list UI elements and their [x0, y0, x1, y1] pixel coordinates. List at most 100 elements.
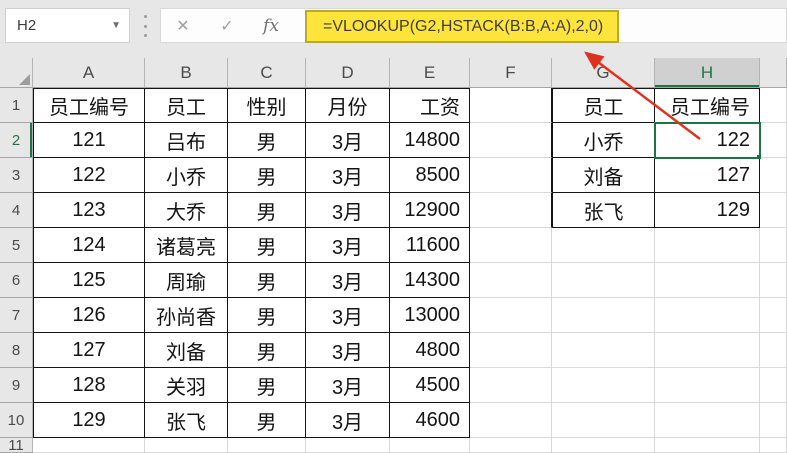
cell-G3[interactable]: 刘备: [552, 158, 655, 193]
cell-C6[interactable]: 男: [228, 263, 306, 298]
cell-D1[interactable]: 月份: [306, 88, 390, 123]
cell-B6[interactable]: 周瑜: [145, 263, 228, 298]
cell-B3[interactable]: 小乔: [145, 158, 228, 193]
cell-A1[interactable]: 员工编号: [33, 88, 145, 123]
cell-E8[interactable]: 4800: [390, 333, 470, 368]
cell-G11[interactable]: [552, 438, 655, 453]
cell-C10[interactable]: 男: [228, 403, 306, 438]
row-header-4[interactable]: 4: [0, 193, 33, 228]
cell-H11[interactable]: [655, 438, 760, 453]
row-header-11[interactable]: 11: [0, 437, 33, 453]
column-header-F[interactable]: F: [470, 58, 552, 88]
cell-partial-7[interactable]: [760, 298, 787, 333]
cell-F3[interactable]: [470, 158, 552, 193]
row-header-9[interactable]: 9: [0, 368, 33, 403]
cell-C7[interactable]: 男: [228, 298, 306, 333]
cell-E4[interactable]: 12900: [390, 193, 470, 228]
cell-H5[interactable]: [655, 228, 760, 263]
enter-icon[interactable]: ✓: [220, 17, 234, 35]
cell-G1[interactable]: 员工: [552, 88, 655, 123]
cell-F4[interactable]: [470, 193, 552, 228]
row-header-1[interactable]: 1: [0, 88, 33, 123]
cell-B2[interactable]: 吕布: [145, 123, 228, 158]
cell-H2[interactable]: 122: [654, 122, 761, 159]
cell-B11[interactable]: [145, 438, 228, 453]
cell-A5[interactable]: 124: [33, 228, 145, 263]
cell-G9[interactable]: [552, 368, 655, 403]
cell-D6[interactable]: 3月: [306, 263, 390, 298]
cell-A7[interactable]: 126: [33, 298, 145, 333]
cell-D10[interactable]: 3月: [306, 403, 390, 438]
row-header-8[interactable]: 8: [0, 333, 33, 368]
row-header-2[interactable]: 2: [0, 123, 33, 158]
row-header-10[interactable]: 10: [0, 403, 33, 438]
cell-G7[interactable]: [552, 298, 655, 333]
cell-partial-10[interactable]: [760, 403, 787, 438]
column-header-A[interactable]: A: [33, 58, 145, 88]
cell-partial-2[interactable]: [760, 123, 787, 158]
name-box-dropdown-icon[interactable]: ▼: [111, 20, 121, 31]
cell-F9[interactable]: [470, 368, 552, 403]
cell-partial-6[interactable]: [760, 263, 787, 298]
cell-G6[interactable]: [552, 263, 655, 298]
cell-F6[interactable]: [470, 263, 552, 298]
cell-E2[interactable]: 14800: [390, 123, 470, 158]
cell-partial-1[interactable]: [760, 88, 787, 123]
cell-E1[interactable]: 工资: [390, 88, 470, 123]
cell-F2[interactable]: [470, 123, 552, 158]
cell-E7[interactable]: 13000: [390, 298, 470, 333]
fill-handle[interactable]: [756, 154, 759, 157]
cell-B1[interactable]: 员工: [145, 88, 228, 123]
column-header-H[interactable]: H: [655, 58, 760, 88]
cell-B7[interactable]: 孙尚香: [145, 298, 228, 333]
cell-A11[interactable]: [33, 438, 145, 453]
cell-D2[interactable]: 3月: [306, 123, 390, 158]
cell-H6[interactable]: [655, 263, 760, 298]
cell-D7[interactable]: 3月: [306, 298, 390, 333]
cell-B4[interactable]: 大乔: [145, 193, 228, 228]
cell-A2[interactable]: 121: [33, 123, 145, 158]
column-header-partial[interactable]: [760, 58, 787, 88]
cell-F10[interactable]: [470, 403, 552, 438]
cell-C5[interactable]: 男: [228, 228, 306, 263]
cell-A10[interactable]: 129: [33, 403, 145, 438]
cell-E9[interactable]: 4500: [390, 368, 470, 403]
cell-H10[interactable]: [655, 403, 760, 438]
cell-D8[interactable]: 3月: [306, 333, 390, 368]
cell-F8[interactable]: [470, 333, 552, 368]
cell-partial-8[interactable]: [760, 333, 787, 368]
cell-E3[interactable]: 8500: [390, 158, 470, 193]
cell-B8[interactable]: 刘备: [145, 333, 228, 368]
cell-H9[interactable]: [655, 368, 760, 403]
cell-C3[interactable]: 男: [228, 158, 306, 193]
cell-E10[interactable]: 4600: [390, 403, 470, 438]
cell-F7[interactable]: [470, 298, 552, 333]
cell-F11[interactable]: [470, 438, 552, 453]
cell-G8[interactable]: [552, 333, 655, 368]
column-header-C[interactable]: C: [228, 58, 306, 88]
cell-E6[interactable]: 14300: [390, 263, 470, 298]
cell-H7[interactable]: [655, 298, 760, 333]
cell-F1[interactable]: [470, 88, 552, 123]
column-header-D[interactable]: D: [306, 58, 390, 88]
cell-C8[interactable]: 男: [228, 333, 306, 368]
insert-function-icon[interactable]: fx: [263, 15, 279, 36]
name-box[interactable]: H2 ▼: [5, 8, 130, 43]
cell-C11[interactable]: [228, 438, 306, 453]
row-header-6[interactable]: 6: [0, 263, 33, 298]
formula-input[interactable]: =VLOOKUP(G2,HSTACK(B:B,A:A),2,0): [305, 10, 620, 43]
cell-G4[interactable]: 张飞: [552, 193, 655, 228]
cell-G10[interactable]: [552, 403, 655, 438]
select-all-button[interactable]: [0, 58, 33, 88]
cell-B5[interactable]: 诸葛亮: [145, 228, 228, 263]
cell-D9[interactable]: 3月: [306, 368, 390, 403]
cell-D5[interactable]: 3月: [306, 228, 390, 263]
cell-C4[interactable]: 男: [228, 193, 306, 228]
cell-C1[interactable]: 性别: [228, 88, 306, 123]
cell-E5[interactable]: 11600: [390, 228, 470, 263]
cell-A8[interactable]: 127: [33, 333, 145, 368]
column-header-G[interactable]: G: [552, 58, 655, 88]
cancel-icon[interactable]: ✕: [176, 17, 190, 35]
cell-H3[interactable]: 127: [655, 158, 760, 193]
cell-D11[interactable]: [306, 438, 390, 453]
